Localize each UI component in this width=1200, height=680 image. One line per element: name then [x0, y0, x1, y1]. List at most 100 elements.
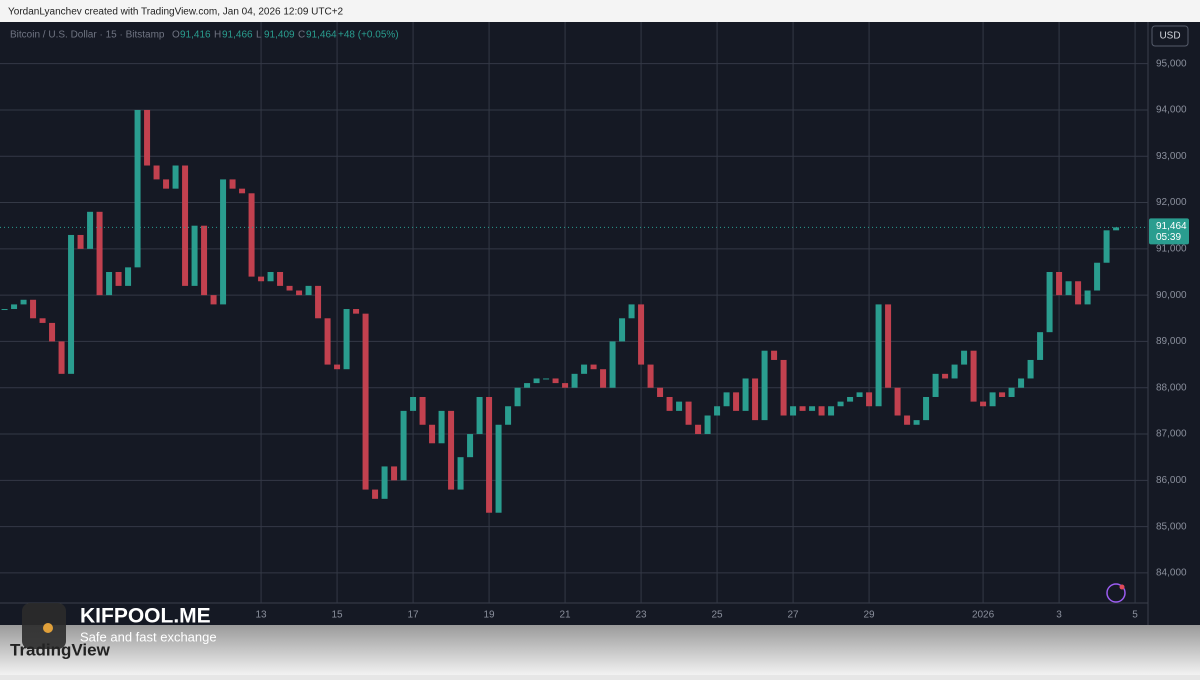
candle [638, 304, 645, 365]
candle [248, 193, 255, 277]
candle [904, 415, 911, 425]
candle [619, 318, 626, 342]
candle [305, 285, 312, 296]
candle [514, 387, 521, 407]
last-price: 91,464 [1156, 221, 1187, 232]
change: +48 (+0.05%) [338, 30, 399, 41]
candle [1027, 359, 1034, 379]
currency-box[interactable] [1151, 25, 1189, 47]
candle [429, 424, 436, 444]
candle [49, 322, 56, 342]
candle [1, 309, 8, 311]
candle [980, 401, 987, 407]
candle [600, 369, 607, 388]
brand: KIFPOOL.ME [80, 605, 211, 628]
candle [410, 396, 417, 411]
candle [733, 392, 740, 411]
candle [220, 179, 227, 305]
x-tick-label: 15 [332, 610, 344, 621]
ohlc-label: O [172, 30, 180, 41]
candle [771, 350, 778, 360]
x-tick-label: 21 [560, 610, 572, 621]
y-tick-label: 89,000 [1156, 336, 1187, 347]
candle [932, 373, 939, 397]
candle [30, 299, 37, 319]
bottom-fade [0, 625, 1200, 675]
x-tick-label: 27 [788, 610, 800, 621]
x-tick-label: 2026 [972, 610, 995, 621]
candle [666, 396, 673, 411]
y-tick-label: 84,000 [1156, 568, 1187, 579]
candle [809, 406, 816, 411]
candle [172, 165, 179, 189]
candle [20, 299, 27, 305]
candle [847, 396, 854, 402]
alert-icon[interactable] [1106, 583, 1126, 603]
candle [381, 466, 388, 499]
candle [837, 401, 844, 407]
candle [885, 304, 892, 388]
alert-dot [1119, 584, 1125, 590]
candle [742, 378, 749, 411]
chart-panel [0, 22, 1200, 625]
candle [391, 466, 398, 481]
candle [153, 165, 160, 180]
candle [96, 211, 103, 296]
candle [125, 267, 132, 286]
candle [68, 234, 75, 374]
candle [258, 276, 265, 282]
candle [1018, 378, 1025, 388]
candle [543, 378, 550, 380]
candle [87, 211, 94, 249]
candle [438, 410, 445, 444]
candle [457, 457, 464, 490]
x-tick-label: 23 [636, 610, 648, 621]
candle [723, 392, 730, 407]
candle [467, 434, 474, 458]
candle [362, 313, 369, 490]
candle [296, 290, 303, 296]
candle [267, 271, 274, 282]
candle [913, 420, 920, 425]
candle [277, 271, 284, 286]
candle [942, 373, 949, 379]
tagline: Safe and fast exchange [80, 629, 217, 644]
candle [1037, 332, 1044, 360]
candle [657, 387, 664, 397]
ohlc-label: H [214, 30, 221, 41]
candle [799, 406, 806, 411]
y-tick-label: 94,000 [1156, 105, 1187, 116]
x-tick-label: 17 [408, 610, 420, 621]
candle [866, 392, 873, 407]
candle [790, 406, 797, 416]
candle [894, 387, 901, 416]
y-tick-label: 87,000 [1156, 429, 1187, 440]
candle [182, 165, 189, 286]
platform: TradingView [10, 640, 111, 659]
candle [856, 392, 863, 397]
candle [210, 295, 217, 305]
candle [353, 309, 360, 314]
ohlc-label: C [298, 30, 305, 41]
candle [77, 234, 84, 249]
candle [1094, 262, 1101, 291]
y-tick-label: 88,000 [1156, 382, 1187, 393]
candle [286, 285, 293, 291]
last-price-box [1149, 218, 1189, 245]
logo-dot [43, 623, 53, 633]
candle [201, 225, 208, 296]
candle [1065, 281, 1072, 296]
candle [628, 304, 635, 319]
candle [324, 318, 331, 365]
ohlc-value: 91,416 [180, 30, 211, 41]
currency[interactable]: USD [1159, 31, 1180, 42]
y-tick-label: 86,000 [1156, 475, 1187, 486]
candle [590, 364, 597, 370]
candle [372, 489, 379, 499]
candle [989, 392, 996, 407]
candle [562, 383, 569, 388]
candle [495, 424, 502, 513]
